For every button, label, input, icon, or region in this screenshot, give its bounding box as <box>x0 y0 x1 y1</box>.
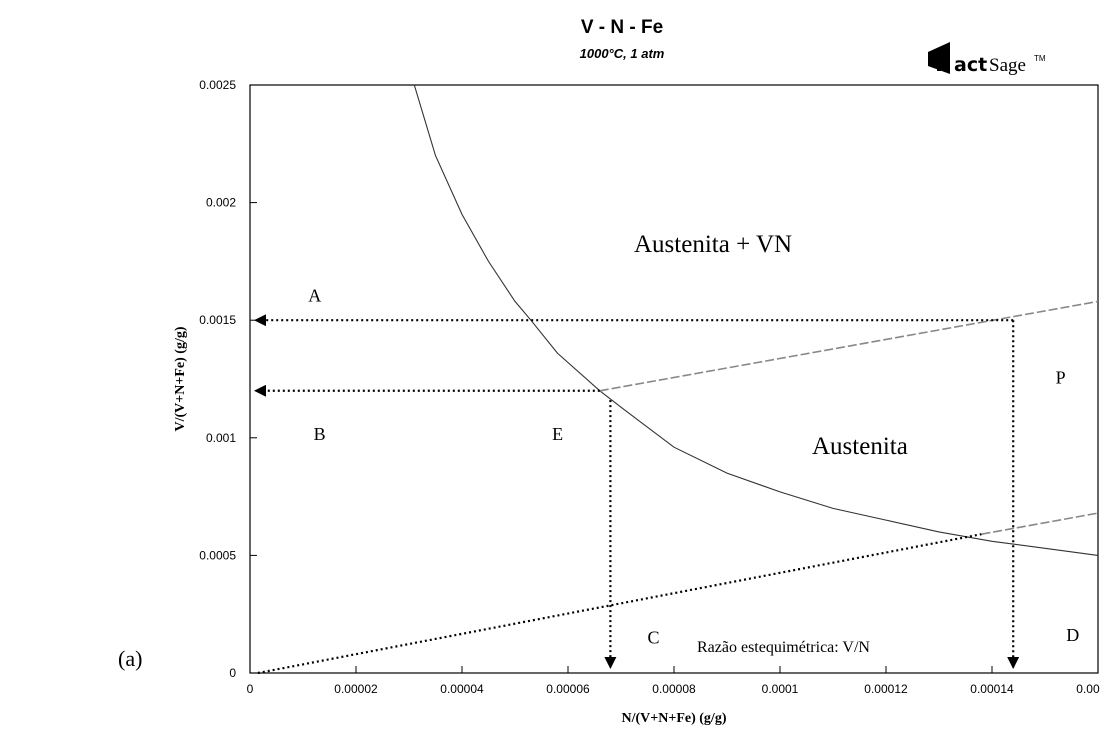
series-layer <box>257 84 1099 675</box>
region-label-austenite: Austenita <box>812 433 908 460</box>
guide-arrows <box>254 314 1020 669</box>
svg-text:act: act <box>954 54 987 76</box>
point-label-d: D <box>1066 625 1079 645</box>
point-label-c: C <box>648 628 660 648</box>
x-axis: 0 0.00002 0.00004 0.00006 0.00008 0.0001 0.000… <box>247 666 1100 696</box>
y-tick-label: 0.002 <box>206 196 236 210</box>
x-tick-label: 0.00006 <box>546 682 590 696</box>
x-tick-label: 0.00012 <box>864 682 908 696</box>
x-axis-label: N/(V+N+Fe) (g/g) <box>622 711 727 726</box>
point-labels: A B E P C D <box>308 285 1079 647</box>
svg-text:F: F <box>935 52 950 77</box>
series-line-dashed <box>981 512 1099 535</box>
series-line-dashed <box>599 300 1099 392</box>
point-label-a: A <box>308 285 321 305</box>
y-tick-label: 0.0025 <box>199 78 236 92</box>
region-label-austenite-vn: Austenita + VN <box>634 231 792 258</box>
y-tick-label: 0.0015 <box>199 313 236 327</box>
x-tick-label: 0.00014 <box>970 682 1014 696</box>
point-label-p: P <box>1056 368 1066 388</box>
series-line-dotted <box>257 533 982 675</box>
x-tick-label: 0.00008 <box>652 682 696 696</box>
y-tick-label: 0.001 <box>206 431 236 445</box>
factsage-logo: F act Sage TM <box>928 42 1046 77</box>
series-line-solid <box>413 84 1099 556</box>
chart-title: V - N - Fe <box>581 17 663 38</box>
svg-text:TM: TM <box>1034 54 1046 63</box>
x-tick-label: 0 <box>247 682 254 696</box>
x-tick-label: 0.00016 <box>1076 682 1100 696</box>
y-axis-label: V/(V+N+Fe) (g/g) <box>173 326 188 431</box>
plot-area <box>249 84 1099 674</box>
x-tick-label: 0.0001 <box>762 682 799 696</box>
y-tick-label: 0 <box>229 666 236 680</box>
y-tick-label: 0.0005 <box>199 548 236 562</box>
svg-text:Sage: Sage <box>989 55 1026 76</box>
point-label-b: B <box>314 424 326 444</box>
x-tick-label: 0.00002 <box>334 682 378 696</box>
panel-label: (a) <box>118 646 142 671</box>
y-axis: 0 0.0005 0.001 0.0015 0.002 0.0025 <box>199 78 257 680</box>
point-label-e: E <box>552 424 563 444</box>
x-tick-label: 0.00004 <box>440 682 484 696</box>
stoichiometric-ratio-annotation: Razão estequimétrica: V/N <box>697 639 870 656</box>
chart-subtitle: 1000°C, 1 atm <box>580 46 665 61</box>
